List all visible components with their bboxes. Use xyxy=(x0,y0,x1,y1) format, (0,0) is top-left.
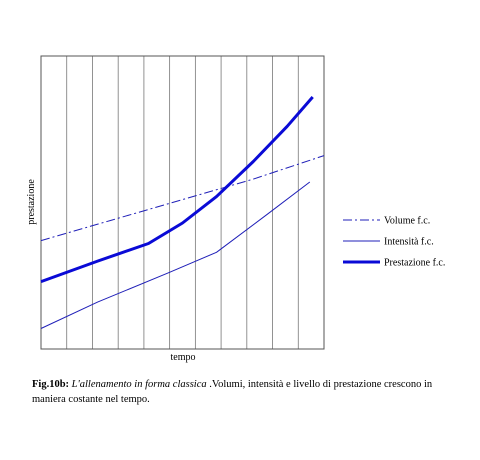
caption-text: .Volumi, intensità e livello di prestazi… xyxy=(32,379,433,405)
series-line-2 xyxy=(40,181,311,329)
chart-legend: Volume f.c. Intensità f.c. Prestazione f.c… xyxy=(343,216,445,269)
chart-grid xyxy=(66,56,299,349)
caption-title: L'allenamento in forma classica xyxy=(71,379,207,390)
x-axis-label: tempo xyxy=(171,352,196,363)
chart: prestazione tempo Volume f.c. Intensità f… xyxy=(26,55,445,363)
series-line-3 xyxy=(40,96,314,284)
series-layer xyxy=(40,96,325,329)
series-line-1 xyxy=(40,155,325,242)
legend-label-1: Volume f.c. xyxy=(384,216,430,227)
legend-label-3: Prestazione f.c. xyxy=(384,258,445,269)
figure-caption: Fig.10b: L'allenamento in forma classica… xyxy=(32,377,452,407)
y-axis-label: prestazione xyxy=(26,179,37,225)
plot-area-frame xyxy=(40,55,325,350)
legend-label-2: Intensità f.c. xyxy=(384,237,434,248)
caption-label: Fig.10b: xyxy=(32,379,70,390)
